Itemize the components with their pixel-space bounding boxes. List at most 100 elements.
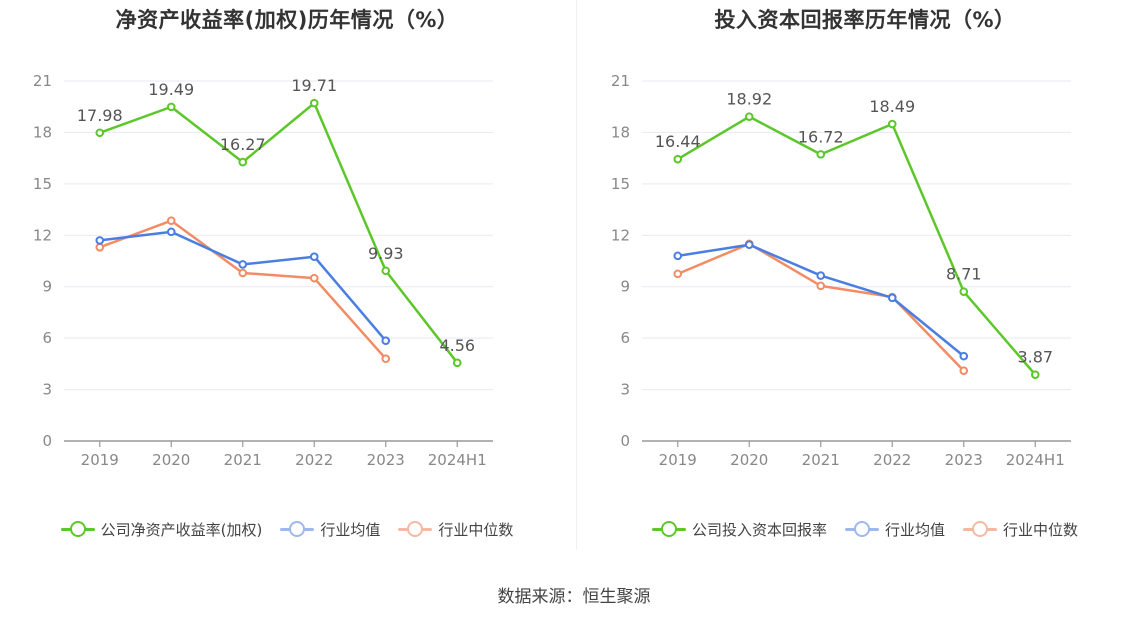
data-label: 16.72: [798, 127, 844, 146]
data-point: [959, 366, 969, 376]
y-tick-label: 18: [33, 123, 52, 141]
y-tick-label: 18: [611, 123, 630, 141]
data-point: [744, 240, 754, 250]
data-point: [887, 293, 897, 303]
legend-item-company[interactable]: 公司净资产收益率(加权): [60, 518, 263, 540]
x-tick-label: 2021: [802, 451, 840, 469]
roe-chart-panel: 净资产收益率(加权)历年情况（%） 0 3 6 9 12 15 18 21 2019 2020 20…: [0, 0, 574, 560]
y-tick-label: 9: [620, 278, 630, 296]
y-tick-label: 6: [42, 329, 52, 347]
grid-lines: [642, 80, 1071, 391]
data-point: [673, 269, 683, 279]
x-tick-label: 2019: [81, 451, 119, 469]
y-tick-label: 3: [620, 381, 630, 399]
y-tick-label: 12: [611, 226, 630, 244]
panel-divider: [576, 0, 577, 550]
legend-item-median[interactable]: 行业中位数: [398, 518, 513, 540]
legend-swatch-median: [398, 518, 433, 540]
data-point: [238, 157, 248, 167]
y-tick-label: 0: [42, 432, 52, 450]
y-tick-label: 0: [620, 432, 630, 450]
data-label: 16.44: [655, 132, 701, 151]
data-point: [673, 154, 683, 164]
y-tick-label: 9: [42, 278, 52, 296]
legend-swatch-company: [651, 518, 686, 540]
series-line-company: [677, 115, 1037, 376]
x-tick-label: 2023: [367, 451, 405, 469]
data-source: 数据来源：恒生聚源: [497, 587, 651, 607]
data-point: [744, 112, 754, 121]
data-point: [673, 251, 683, 261]
legend-item-avg[interactable]: 行业均值: [280, 518, 380, 540]
data-point: [816, 271, 826, 280]
data-point: [381, 336, 391, 346]
legend-item-avg[interactable]: 行业均值: [844, 518, 945, 540]
data-point: [381, 266, 391, 276]
x-tick-label: 2020: [152, 451, 190, 469]
legend-swatch-avg: [280, 518, 315, 540]
legend-swatch-company: [60, 518, 95, 540]
data-point: [95, 128, 105, 138]
series-line-avg: [677, 243, 965, 358]
roic-chart-panel: 投入资本回报率历年情况（%） 0 3 6 9 12 15 18 21 2019 2020 2021 2…: [578, 0, 1148, 560]
data-point: [1030, 370, 1040, 379]
series-line-company: [99, 101, 459, 364]
data-point: [309, 98, 319, 108]
data-label: 19.49: [148, 80, 194, 99]
y-tick-label: 21: [611, 72, 630, 90]
legend-label: 公司净资产收益率(加权): [100, 520, 263, 539]
series-median: [95, 216, 391, 364]
x-tick-label: 2022: [295, 451, 333, 469]
data-point: [238, 268, 248, 278]
data-label: 18.49: [869, 97, 915, 116]
x-tick-label: 2020: [730, 451, 768, 469]
x-tick-label: 2022: [873, 451, 911, 469]
data-point: [887, 119, 897, 129]
chart-legend: 公司投入资本回报率 行业均值 行业中位数: [578, 518, 1148, 540]
data-point: [816, 281, 826, 291]
series-avg: [95, 227, 391, 346]
data-label: 17.98: [77, 106, 123, 125]
data-label: 3.87: [1017, 348, 1053, 367]
data-point: [309, 252, 319, 262]
data-point: [816, 150, 826, 159]
x-tick-label: 2024H1: [1006, 451, 1065, 469]
y-tick-label: 12: [33, 226, 52, 244]
data-point: [166, 216, 176, 226]
roe-chart: 0 3 6 9 12 15 18 21 2019 2020 2021 2022 2023 2024H1 17…: [33, 72, 493, 469]
y-tick-label: 15: [33, 175, 52, 193]
series-avg: [673, 240, 969, 361]
y-tick-label: 15: [611, 175, 630, 193]
legend-label: 行业中位数: [438, 520, 514, 539]
data-point: [238, 260, 248, 269]
data-label: 4.56: [439, 336, 475, 355]
legend-swatch-avg: [844, 518, 879, 540]
grid-lines: [64, 80, 493, 391]
data-point: [166, 102, 176, 112]
legend-label: 行业均值: [320, 520, 381, 539]
data-point: [452, 358, 462, 368]
x-tick-label: 2024H1: [428, 451, 487, 469]
chart-legend: 公司净资产收益率(加权) 行业均值 行业中位数: [0, 518, 574, 540]
legend-item-company[interactable]: 公司投入资本回报率: [651, 518, 827, 540]
data-point: [309, 273, 319, 283]
chart-title: 净资产收益率(加权)历年情况（%）: [115, 8, 459, 32]
data-label: 9.93: [368, 244, 404, 263]
series-line-median: [677, 242, 965, 372]
y-tick-label: 21: [33, 72, 52, 90]
legend-label: 公司投入资本回报率: [691, 520, 827, 539]
data-label: 19.71: [291, 76, 337, 95]
data-point: [959, 287, 969, 296]
legend-swatch-median: [963, 518, 997, 540]
data-point: [166, 227, 176, 237]
data-point: [959, 351, 969, 361]
y-tick-label: 3: [42, 381, 52, 399]
series-company: 16.44 18.92 16.72 18.49 8.71 3.87: [655, 90, 1053, 379]
legend-label: 行业中位数: [1003, 520, 1079, 539]
data-label: 8.71: [946, 265, 982, 284]
series-company: 17.98 19.49 16.27 19.71 9.93 4.56: [77, 76, 475, 368]
legend-label: 行业均值: [884, 520, 945, 539]
roic-chart: 0 3 6 9 12 15 18 21 2019 2020 2021 2022 2023 2024H1 16…: [611, 72, 1071, 469]
chart-title: 投入资本回报率历年情况（%）: [714, 8, 1016, 32]
legend-item-median[interactable]: 行业中位数: [963, 518, 1078, 540]
